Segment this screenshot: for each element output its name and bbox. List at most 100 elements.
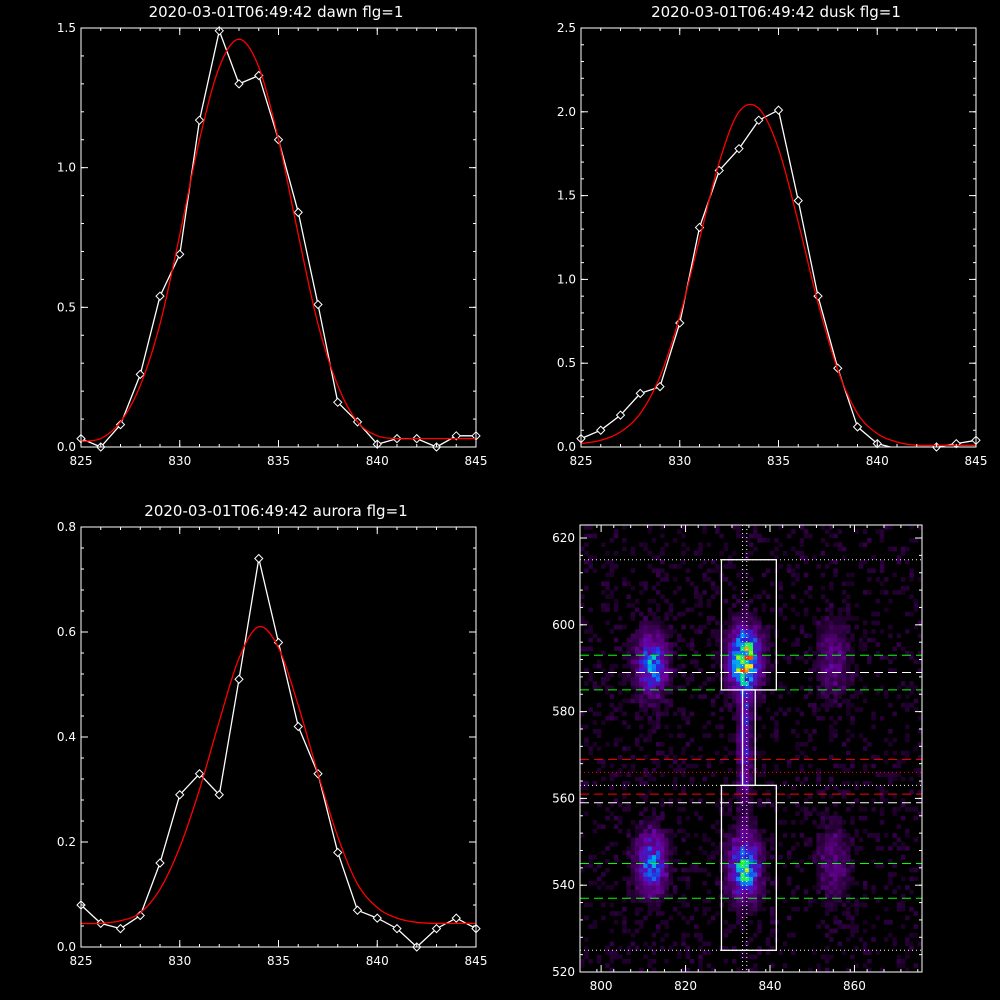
heatmap-cell xyxy=(660,650,665,656)
heatmap-cell xyxy=(677,828,682,834)
heatmap-cell xyxy=(892,841,897,847)
heatmap-cell xyxy=(588,607,593,613)
heatmap-cell xyxy=(744,902,750,908)
heatmap-cell xyxy=(618,646,623,652)
heatmap-cell xyxy=(854,707,859,712)
heatmap-cell xyxy=(634,876,640,882)
heatmap-cell xyxy=(715,750,720,756)
heatmap-cell xyxy=(647,824,653,829)
heatmap-cell xyxy=(651,889,657,895)
heatmap-cell xyxy=(786,763,792,769)
heatmap-cell xyxy=(753,607,758,613)
heatmap-cell xyxy=(660,533,665,539)
heatmap-cell xyxy=(761,885,767,890)
heatmap-cell xyxy=(748,533,754,539)
heatmap-cell xyxy=(677,820,682,825)
heatmap-cell xyxy=(723,620,729,626)
heatmap-cell xyxy=(651,959,657,964)
heatmap-cell xyxy=(643,711,648,717)
heatmap-cell xyxy=(681,759,686,764)
heatmap-cell xyxy=(732,616,737,621)
heatmap-cell xyxy=(630,551,636,556)
heatmap-cell xyxy=(808,733,813,738)
heatmap-cell xyxy=(816,924,821,929)
heatmap-cell xyxy=(601,824,606,829)
heatmap-cell xyxy=(736,794,741,799)
heatmap-cell xyxy=(643,794,648,799)
heatmap-cell xyxy=(837,924,843,929)
heatmap-cell xyxy=(846,789,851,795)
heatmap-cell xyxy=(664,629,669,634)
heatmap-cell xyxy=(660,828,665,834)
x-tick-label: 830 xyxy=(168,954,191,968)
heatmap-cell xyxy=(630,663,636,669)
heatmap-cell xyxy=(639,642,644,647)
heatmap-cell xyxy=(896,633,902,639)
heatmap-cell xyxy=(694,906,699,912)
heatmap-cell xyxy=(656,828,661,834)
heatmap-cell xyxy=(765,637,771,643)
heatmap-cell xyxy=(723,577,729,582)
heatmap-cell xyxy=(668,876,674,882)
heatmap-cell xyxy=(609,763,615,769)
heatmap-cell xyxy=(651,776,657,782)
heatmap-cell xyxy=(875,950,881,955)
heatmap-cell xyxy=(803,815,809,821)
heatmap-cell xyxy=(634,889,640,895)
heatmap-cell xyxy=(656,902,661,908)
heatmap-cell xyxy=(829,655,834,660)
heatmap-cell xyxy=(706,837,712,843)
heatmap-cell xyxy=(888,633,893,639)
heatmap-cell xyxy=(736,902,741,908)
heatmap-cell xyxy=(664,932,669,938)
heatmap-cell xyxy=(736,598,741,604)
heatmap-cell xyxy=(656,763,661,769)
heatmap-cell xyxy=(643,689,648,695)
heatmap-cell xyxy=(816,859,821,864)
heatmap-cell xyxy=(812,820,817,825)
heatmap-cell xyxy=(744,716,750,721)
heatmap-cell xyxy=(736,893,741,899)
heatmap-cell xyxy=(740,611,745,617)
heatmap-cell xyxy=(816,685,821,691)
heatmap-cell xyxy=(656,702,661,708)
heatmap-cell xyxy=(765,854,771,860)
heatmap-cell xyxy=(622,546,627,552)
heatmap-cell xyxy=(702,590,707,595)
heatmap-cell xyxy=(896,837,902,843)
heatmap-cell xyxy=(833,906,838,912)
heatmap-cell xyxy=(723,811,729,816)
heatmap-cell xyxy=(694,585,699,591)
heatmap-cell xyxy=(605,672,610,678)
heatmap-cell xyxy=(698,755,703,760)
heatmap-cell xyxy=(829,846,834,851)
heatmap-cell xyxy=(824,542,830,547)
heatmap-cell xyxy=(736,833,741,838)
heatmap-cell xyxy=(647,655,653,660)
heatmap-cell xyxy=(761,572,767,578)
heatmap-cell xyxy=(808,811,813,816)
heatmap-cell xyxy=(884,906,889,912)
y-tick-label: 0.6 xyxy=(57,625,76,639)
heatmap-cell xyxy=(651,724,657,730)
heatmap-cell xyxy=(639,733,644,738)
heatmap-cell xyxy=(647,676,653,682)
heatmap-cell xyxy=(643,620,648,626)
heatmap-cell xyxy=(643,685,648,691)
heatmap-cell xyxy=(858,807,864,812)
heatmap-cell xyxy=(786,854,792,860)
heatmap-cell xyxy=(689,637,695,643)
heatmap-cell xyxy=(753,663,758,669)
heatmap-cell xyxy=(837,846,843,851)
heatmap-cell xyxy=(917,789,923,795)
heatmap-cell xyxy=(660,577,665,582)
heatmap-cell xyxy=(812,650,817,656)
heatmap-cell xyxy=(656,689,661,695)
heatmap-cell xyxy=(761,607,767,613)
heatmap-cell xyxy=(765,676,771,682)
heatmap-cell xyxy=(732,841,737,847)
heatmap-cell xyxy=(736,859,741,864)
heatmap-cell xyxy=(862,746,868,751)
heatmap-cell xyxy=(820,789,826,795)
heatmap-cell xyxy=(871,885,876,890)
